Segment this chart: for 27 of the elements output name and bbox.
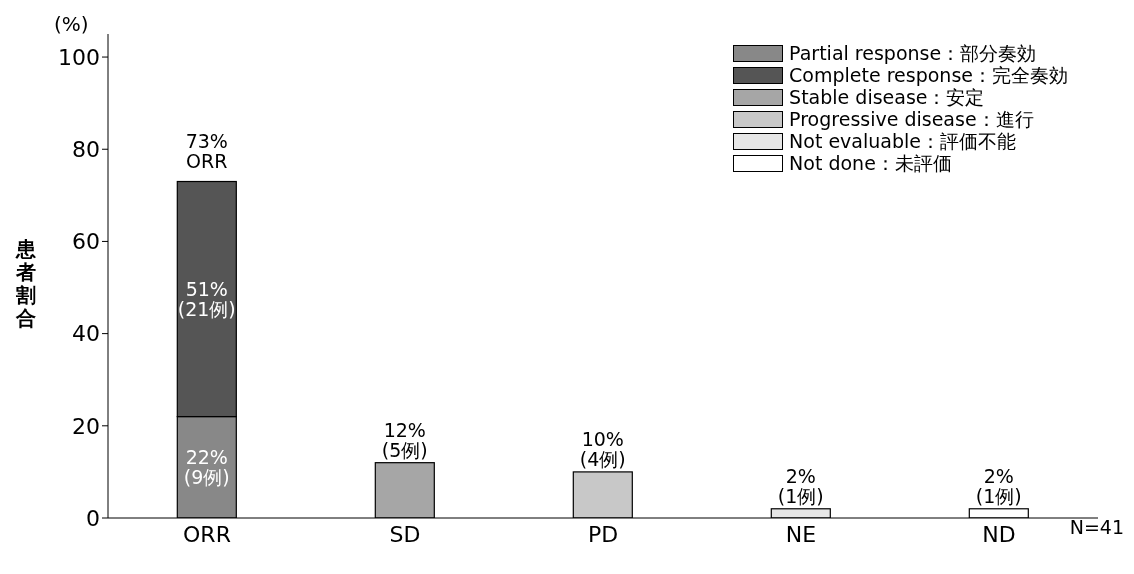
- data-label: 2% (1例): [975, 464, 1022, 507]
- data-label: 51% (21例): [177, 278, 236, 321]
- x-tick-label: ND: [982, 521, 1016, 547]
- x-tick-label: SD: [389, 521, 421, 547]
- legend-label: Complete response：完全奏効: [789, 64, 1068, 86]
- legend-label: Not done：未評価: [789, 152, 952, 174]
- y-tick-label: 0: [86, 505, 100, 531]
- x-tick-label: NE: [785, 521, 817, 547]
- x-tick-label: ORR: [183, 521, 231, 547]
- y-tick-label: 20: [72, 413, 100, 439]
- legend-label: Stable disease：安定: [789, 86, 985, 108]
- data-label: 12% (5例): [381, 418, 428, 461]
- annotation: N=41: [1069, 516, 1124, 538]
- text: (%): [54, 12, 89, 36]
- legend-label: Progressive disease：進行: [789, 108, 1034, 130]
- y-tick-label: 40: [72, 321, 100, 347]
- legend-label: Partial response：部分奏効: [789, 42, 1037, 64]
- data-label: 10% (4例): [579, 427, 626, 470]
- y-tick-label: 60: [72, 229, 100, 255]
- y-tick-label: 100: [58, 44, 100, 70]
- data-label: 22% (9例): [183, 446, 230, 489]
- data-label: 2% (1例): [777, 464, 824, 507]
- y-axis-title: 患者割合: [14, 237, 37, 330]
- x-tick-label: PD: [587, 521, 619, 547]
- total-label: 73% ORR: [185, 129, 228, 172]
- y-tick-label: 80: [72, 137, 100, 163]
- legend-label: Not evaluable：評価不能: [789, 130, 1016, 152]
